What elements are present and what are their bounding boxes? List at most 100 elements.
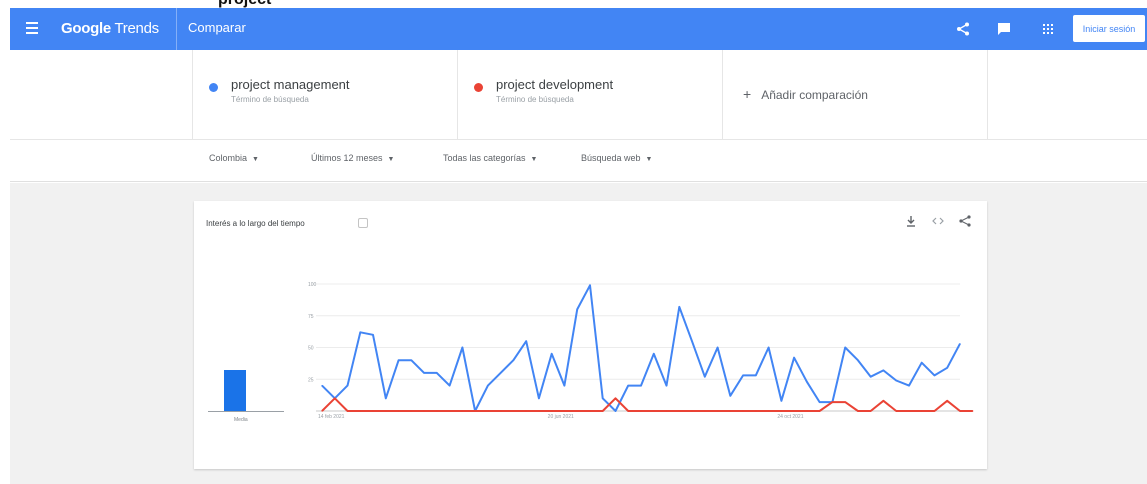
brand-trends: Trends [114,20,159,37]
data-point-1 [436,372,438,374]
data-point-2 [819,410,821,412]
data-point-1 [946,367,948,369]
header-fragment-text: project [218,0,271,8]
data-point-1 [742,374,744,377]
chevron-down-icon: ▼ [387,156,395,163]
share-icon[interactable] [952,18,974,40]
app-bar: Google Trends Comparar Iniciar sesión [10,8,1147,50]
data-point-1 [487,385,489,387]
data-point-2 [525,410,527,412]
term-1-name: project management [231,77,350,92]
data-point-2 [844,401,846,403]
chevron-down-icon: ▼ [252,156,259,163]
data-point-1 [933,374,936,377]
download-icon[interactable] [903,213,919,229]
data-point-2 [359,410,361,412]
data-point-2 [589,410,591,412]
data-point-1 [614,410,617,412]
data-point-2 [627,410,629,412]
data-point-1 [768,346,770,349]
data-point-2 [500,410,502,412]
data-point-1 [780,400,782,402]
data-point-2 [959,410,961,412]
data-point-2 [806,410,808,412]
data-point-2 [768,410,770,412]
data-point-2 [972,410,974,412]
brand-logo[interactable]: Google Trends [61,20,159,37]
data-point-2 [563,410,566,412]
data-point-2 [921,410,923,412]
region-filter[interactable]: Colombia ▼ [209,153,259,163]
data-point-2 [882,400,885,402]
add-comparison-card[interactable]: + Añadir comparación [722,50,988,140]
data-point-1 [716,346,719,349]
data-point-1 [372,334,374,336]
average-label: Media [234,417,248,423]
interest-line-chart: 100 75 50 25 14 feb 2021 20 jun 2021 24 oct 20… [308,282,974,420]
data-point-2 [908,410,910,412]
card-title: Interés a lo largo del tiempo [206,219,305,228]
data-point-2 [716,410,719,412]
data-point-2 [729,410,731,412]
signin-button[interactable]: Iniciar sesión [1073,15,1145,42]
data-point-1 [602,397,604,399]
data-point-2 [385,410,387,412]
search-type-filter[interactable]: Búsqueda web ▼ [581,153,652,163]
period-filter[interactable]: Últimos 12 meses ▼ [311,153,394,163]
data-point-2 [755,410,757,412]
help-icon[interactable] [358,218,368,228]
y-tick-label: 75 [308,314,314,320]
data-point-2 [474,410,476,412]
data-point-2 [614,397,617,399]
data-point-1 [321,385,323,387]
embed-code-icon[interactable] [930,213,946,229]
data-point-1 [627,385,629,387]
plus-icon: + [743,86,752,102]
data-point-2 [551,410,553,412]
data-point-2 [576,410,578,412]
comparison-terms: project management Término de búsqueda p… [10,50,1147,140]
data-point-2 [423,410,425,412]
data-point-1 [857,359,859,361]
data-point-1 [385,397,387,399]
term-card-1[interactable]: project management Término de búsqueda [192,50,457,140]
data-point-1 [512,359,514,361]
data-point-1 [449,385,451,387]
term-card-2[interactable]: project development Término de búsqueda [457,50,722,140]
data-point-2 [691,410,693,412]
data-point-2 [653,410,655,412]
brand-google: Google [61,20,111,37]
data-point-1 [551,353,553,355]
data-point-1 [563,385,566,387]
menu-icon[interactable] [26,22,38,34]
data-point-2 [946,400,948,402]
app-bar-divider [176,8,177,50]
x-tick-label: 20 jun 2021 [548,414,574,420]
share-icon[interactable] [957,213,973,229]
add-comparison-button[interactable]: + Añadir comparación [743,86,868,102]
data-point-1 [525,340,527,342]
x-tick-label: 24 oct 2021 [777,414,803,420]
data-point-1 [793,357,795,359]
data-point-2 [372,410,374,412]
apps-grid-icon[interactable] [1037,18,1059,40]
category-filter[interactable]: Todas las categorías ▼ [443,153,537,163]
region-filter-label: Colombia [209,153,248,163]
data-point-2 [334,397,336,399]
interest-over-time-card: Interés a lo largo del tiempo Media 100 7… [194,201,987,469]
term-1-type: Término de búsqueda [231,95,309,104]
data-point-2 [410,410,412,412]
data-point-1 [908,385,910,387]
data-point-1 [921,362,923,364]
feedback-icon[interactable] [993,18,1015,40]
average-axis [208,411,284,412]
data-point-1 [538,397,540,399]
page-title: Comparar [188,20,246,35]
y-tick-label: 100 [308,282,317,288]
data-point-2 [678,410,680,412]
data-point-1 [704,376,706,378]
data-point-2 [895,410,897,412]
term-2-name: project development [496,77,614,92]
header-fragment: project [0,0,1147,8]
data-point-2 [933,410,936,412]
